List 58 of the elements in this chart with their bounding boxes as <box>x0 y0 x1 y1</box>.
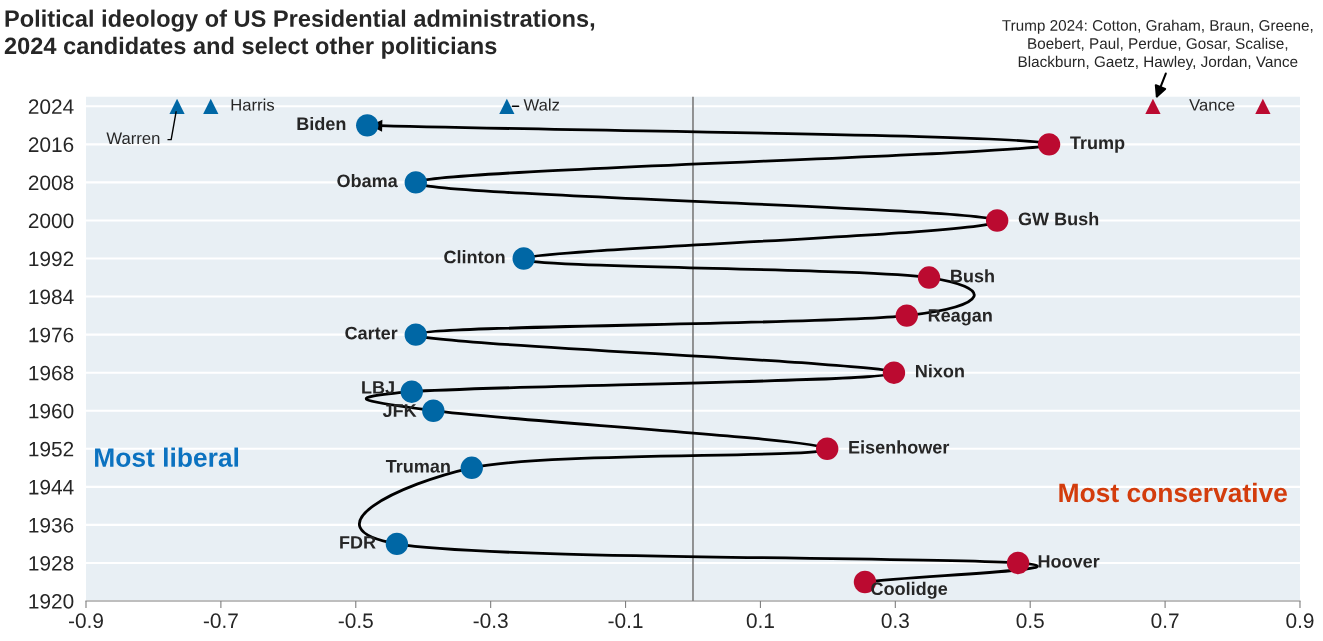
annotation: LBJ <box>362 381 394 394</box>
annotation: Eisenhower <box>849 440 950 454</box>
point <box>816 437 839 460</box>
annotation: Reagan <box>928 309 992 326</box>
annotation: Trump <box>1070 136 1125 153</box>
y-tick-label: 1976 <box>29 327 74 343</box>
x-tick-label: 0.7 <box>1151 613 1179 629</box>
annotation: Warren <box>106 132 160 145</box>
x-tick-label: -0.1 <box>608 613 643 629</box>
y-tick-label: 1952 <box>29 441 74 457</box>
annotation: Nixon <box>916 364 964 378</box>
x-tick-label: 0.9 <box>1286 613 1314 629</box>
y-tick-label: 1936 <box>29 517 74 533</box>
y-tick-label: 1968 <box>29 365 74 381</box>
chart-title: Political ideology of US Presidential administrations, 2024 candidates and select other politicians <box>4 9 595 59</box>
point <box>917 266 941 289</box>
y-tick-label: 1920 <box>29 594 74 609</box>
annotation: Trump 2024: Cotton, Graham, Braun, Greene, Boebert, Paul, Perdue, Gosar, Scalise, Blackburn, Gaetz, Hawley, Jordan, Vance <box>1002 19 1313 71</box>
point <box>203 98 219 114</box>
annotation: Most liberal <box>95 447 239 467</box>
point <box>1037 133 1061 156</box>
point <box>169 98 185 114</box>
annotation: Most conservative <box>1059 482 1287 503</box>
point <box>895 304 918 327</box>
annotation: Obama <box>337 174 398 188</box>
x-tick-label: 0.1 <box>746 613 774 629</box>
y-tick-label: 1992 <box>29 251 74 267</box>
x-tick-label: -0.5 <box>338 613 373 629</box>
x-tick-label: 0.5 <box>1016 613 1044 629</box>
annotation: Carter <box>345 326 398 340</box>
annotation: Hoover <box>1038 555 1100 568</box>
annotation: Walz <box>523 98 560 111</box>
annotation: Truman <box>385 460 450 473</box>
y-tick-label: 1944 <box>29 479 74 495</box>
x-tick-label: -0.3 <box>473 613 508 629</box>
y-tick-label: 2000 <box>28 213 74 229</box>
x-tick-label: 0.3 <box>881 613 909 629</box>
y-tick-label: 1984 <box>29 289 74 305</box>
annotation: Bush <box>951 269 994 283</box>
y-tick-label: 2024 <box>28 99 74 115</box>
x-tick-label: -0.9 <box>68 613 103 629</box>
point <box>1006 551 1030 575</box>
annotation: Harris <box>231 98 275 111</box>
annotation: Clinton <box>444 250 505 264</box>
annotation: Coolidge <box>871 581 948 599</box>
point <box>499 98 515 114</box>
annotation: JFK <box>382 404 417 417</box>
point <box>882 361 906 384</box>
annotation: GW Bush <box>1018 212 1099 226</box>
y-tick-label: 2008 <box>28 175 74 191</box>
y-tick-label: 1928 <box>29 555 74 571</box>
annotation: Biden <box>297 116 346 131</box>
annotation: FDR <box>340 536 376 549</box>
x-tick-label: -0.7 <box>203 613 238 629</box>
annotation: Vance <box>1189 99 1235 111</box>
point <box>985 209 1009 232</box>
y-tick-label: 1960 <box>29 403 74 419</box>
y-tick-label: 2016 <box>28 137 74 153</box>
